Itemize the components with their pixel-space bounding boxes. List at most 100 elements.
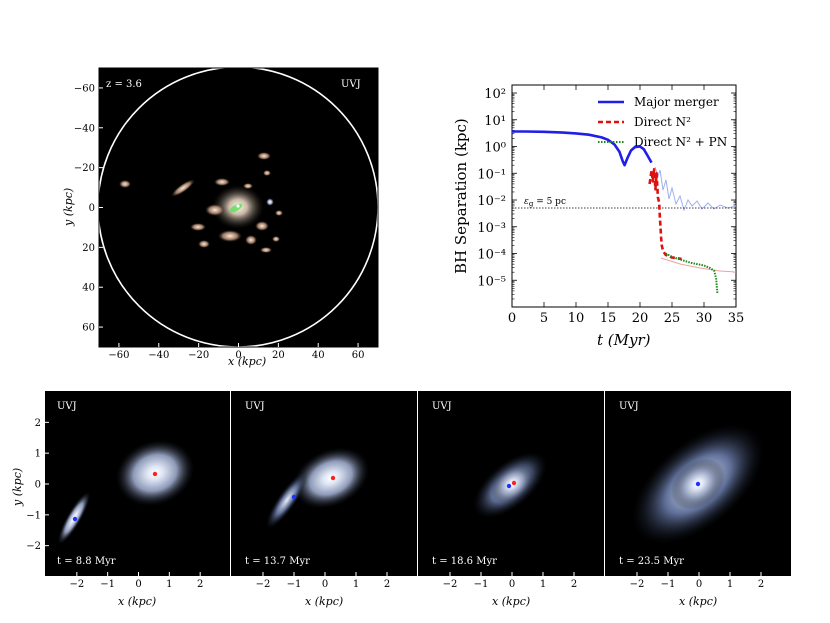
bottom-x-tick-label: 0	[135, 579, 141, 590]
galaxy-clump	[198, 240, 210, 248]
x-tick-label: 20	[272, 350, 285, 361]
bottom-x-tick-label: −2	[630, 579, 645, 590]
snapshot-panel-4: UVJ t = 23.5 Myr	[605, 391, 791, 576]
black-hole-marker	[236, 204, 240, 208]
bottom-y-tick-label: 1	[35, 449, 41, 460]
chart-y-tick-label: 10⁻⁴	[477, 248, 506, 263]
chart-x-tick-label: 10	[568, 311, 585, 326]
y-tick-label: −40	[74, 123, 95, 134]
galaxy-clump	[171, 179, 195, 197]
chart-y-tick-label: 10¹	[484, 114, 506, 129]
chart-frame	[511, 84, 737, 308]
blue-black-hole	[72, 516, 78, 522]
bottom-y-tick-label: −1	[26, 510, 41, 521]
blue-black-hole	[291, 494, 297, 500]
bottom-x-tick-label: 0	[696, 579, 702, 590]
snapshot-filter-label: UVJ	[57, 401, 77, 412]
galaxy-clump	[260, 247, 272, 253]
bottom-x-tick-label: 0	[322, 579, 328, 590]
galaxy-clump	[245, 235, 257, 245]
series-major-merger	[512, 130, 653, 167]
bottom-x-tick-label: 1	[353, 579, 359, 590]
red-black-hole	[152, 471, 158, 477]
snapshot-filter-label: UVJ	[245, 401, 265, 412]
galaxy-clump	[214, 178, 230, 186]
bottom-x-tick-label: −1	[287, 579, 302, 590]
galaxy-clump	[266, 198, 274, 206]
chart-x-tick-label: 15	[600, 311, 617, 326]
galaxy-clump	[257, 152, 271, 160]
chart-x-tick-label: 30	[696, 311, 713, 326]
x-tick-label: −40	[148, 350, 169, 361]
chart-y-axis-label: BH Separation (kpc)	[452, 118, 470, 274]
legend-direct-n2-label: Direct N²	[634, 115, 691, 129]
x-axis-label: x (kpc)	[228, 355, 266, 368]
series-direct-n2	[648, 168, 682, 261]
bottom-y-tick-label: 2	[35, 418, 41, 429]
faint-red-trace	[660, 257, 736, 273]
snapshot-time-label: t = 8.8 Myr	[57, 556, 116, 567]
bottom-axes: −2 −1 0 1 2 −2 −1 0 1 2 −2 −1 0 1 2 −2 −1 0 1 2 2 1 0 −1 −2	[26, 418, 764, 590]
y-tick-label: −20	[74, 163, 95, 174]
bottom-x-tick-label: 2	[384, 579, 390, 590]
bottom-x-tick-label: −1	[661, 579, 676, 590]
chart-x-tick-label: 35	[728, 311, 745, 326]
snapshot-time-label: t = 23.5 Myr	[619, 556, 684, 567]
galaxy-clump	[190, 223, 206, 231]
galaxy-clump	[263, 170, 271, 176]
galaxy-clump	[272, 236, 280, 242]
galaxy-clump	[218, 230, 242, 242]
galaxy-clump	[275, 210, 283, 216]
snapshot-panel-2: UVJ t = 13.7 Myr	[231, 391, 417, 576]
y-tick-label: 20	[82, 243, 95, 254]
chart-y-tick-label: 10²	[484, 87, 506, 102]
bottom-panel-row: UVJ t = 8.8 Myr UVJ t = 13.7 Myr	[11, 391, 791, 608]
chart-y-tick-label: 10⁻¹	[477, 167, 506, 182]
secondary-galaxy	[266, 471, 308, 529]
chart-y-tick-label: 10⁻²	[477, 194, 506, 209]
y-tick-label: 40	[82, 283, 95, 294]
chart-x-tick-label: 0	[508, 311, 516, 326]
galaxy-clump	[255, 221, 269, 231]
chart-y-tick-label: 10⁻⁵	[477, 274, 506, 289]
y-tick-label: −60	[74, 83, 95, 94]
bottom-y-tick-label: −2	[26, 541, 41, 552]
bottom-y-tick-label: 0	[35, 480, 41, 491]
bottom-x-tick-label: −2	[256, 579, 271, 590]
bottom-x-label-4: x (kpc)	[679, 595, 717, 608]
filter-label: UVJ	[341, 79, 361, 90]
legend-direct-n2-pn-label: Direct N² + PN	[634, 135, 727, 149]
galaxy-clump	[205, 204, 225, 216]
chart-axes: 0 5 10 15 20 25 30 35 10² 10¹ 10⁰ 10⁻¹ 10⁻² 10⁻³ 10⁻⁴ 1…	[477, 85, 744, 326]
y-tick-label: 60	[82, 323, 95, 334]
snapshot-filter-label: UVJ	[432, 401, 452, 412]
top-left-panel: z = 3.6 UVJ −60 −40 −20 0 20 40 60 −60 −40 −20 0 20…	[62, 67, 379, 368]
top-left-axes: −60 −40 −20 0 20 40 60 −60 −40 −20 0 20 40 60	[74, 83, 365, 361]
chart-x-tick-label: 5	[540, 311, 548, 326]
chart-x-axis-label: t (Myr)	[597, 331, 651, 349]
bottom-x-tick-label: 0	[509, 579, 515, 590]
bottom-x-tick-label: 2	[571, 579, 577, 590]
merging-galaxy-core	[490, 464, 534, 504]
snapshot-panel-3: UVJ t = 18.6 Myr	[418, 391, 604, 576]
chart-y-tick-label: 10⁰	[484, 141, 506, 156]
redshift-label: z = 3.6	[106, 79, 142, 90]
bottom-x-label-2: x (kpc)	[305, 595, 343, 608]
bottom-x-tick-label: −2	[443, 579, 458, 590]
snapshot-filter-label: UVJ	[619, 401, 639, 412]
bottom-x-tick-label: 2	[197, 579, 203, 590]
x-tick-label: 60	[352, 350, 365, 361]
separation-chart: 0 5 10 15 20 25 30 35 10² 10¹ 10⁰ 10⁻¹ 10⁻² 10⁻³ 10⁻⁴ 1…	[452, 84, 744, 349]
chart-y-tick-label: 10⁻³	[477, 221, 506, 236]
y-tick-label: 0	[89, 203, 95, 214]
bottom-x-label-3: x (kpc)	[492, 595, 530, 608]
bottom-x-tick-label: 1	[166, 579, 172, 590]
snapshot-panel-1: UVJ t = 8.8 Myr	[45, 391, 230, 576]
red-black-hole	[330, 475, 336, 481]
chart-x-tick-label: 20	[632, 311, 649, 326]
bottom-y-axis-label: y (kpc)	[11, 468, 24, 507]
snapshot-time-label: t = 18.6 Myr	[432, 556, 497, 567]
blue-black-hole	[695, 481, 701, 487]
chart-x-tick-label: 25	[664, 311, 681, 326]
galaxy-clump	[119, 180, 131, 188]
